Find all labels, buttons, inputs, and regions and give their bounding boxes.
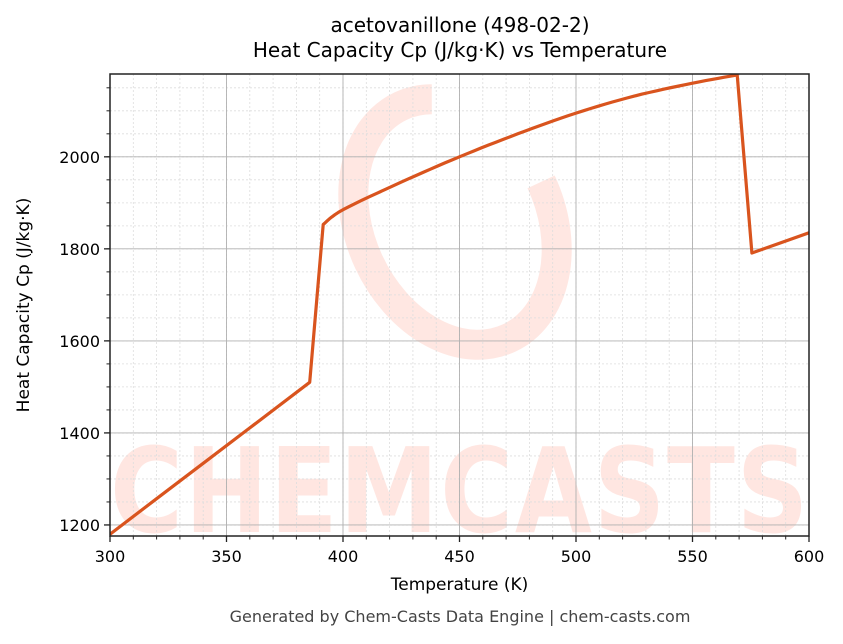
footer-credit: Generated by Chem-Casts Data Engine | ch… [229, 607, 691, 626]
y-axis-label: Heat Capacity Cp (J/kg·K) [14, 197, 34, 413]
x-tick-label: 600 [794, 547, 825, 566]
y-tick-label: 1400 [59, 424, 100, 443]
y-tick-label: 2000 [59, 148, 100, 167]
x-tick-label: 400 [328, 547, 359, 566]
chart-title-line2: Heat Capacity Cp (J/kg·K) vs Temperature [252, 38, 668, 62]
cp-series-line [110, 74, 809, 536]
y-tick-label: 1800 [59, 240, 100, 259]
x-tick-labels: 300 350 400 450 500 550 600 [95, 547, 825, 566]
x-axis-label: Temperature (K) [390, 575, 529, 595]
y-tick-label: 1200 [59, 516, 100, 535]
major-grid [110, 74, 809, 536]
x-tick-label: 300 [95, 547, 126, 566]
y-tick-label: 1600 [59, 332, 100, 351]
x-tick-label: 550 [677, 547, 708, 566]
watermark: CHEMCASTS [110, 84, 808, 536]
x-tick-label: 350 [211, 547, 242, 566]
x-tick-label: 500 [561, 547, 592, 566]
axis-ticks [104, 87, 810, 542]
x-tick-label: 450 [444, 547, 475, 566]
chart-title-line1: acetovanillone (498-02-2) [330, 13, 590, 37]
y-tick-labels: 1200 1400 1600 1800 2000 [59, 148, 100, 535]
